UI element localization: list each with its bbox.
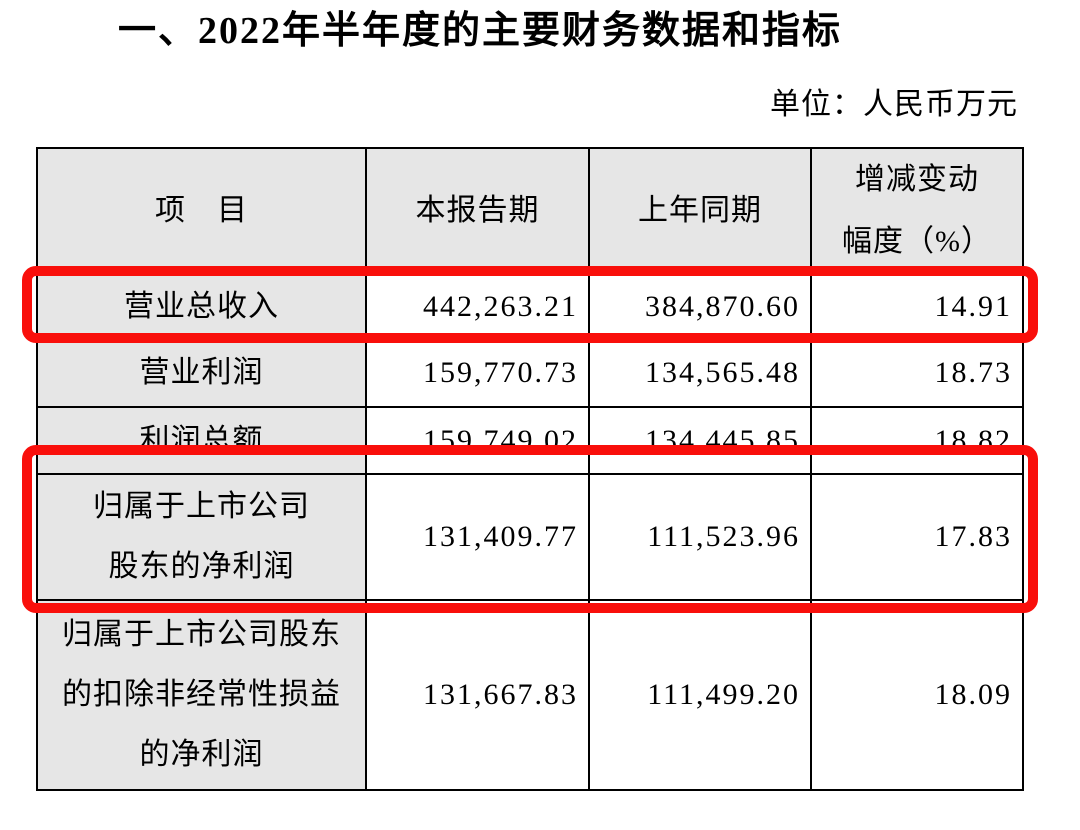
table-row-net-profit-attributable: 归属于上市公司 股东的净利润 131,409.77 111,523.96 17.…	[36, 473, 1024, 601]
item-cell: 营业总收入	[36, 273, 367, 340]
current-period-value: 131,667.83	[365, 599, 590, 791]
current-period-value: 442,263.21	[365, 273, 590, 340]
change-rate-value: 18.82	[810, 406, 1024, 475]
header-current-period: 本报告期	[365, 147, 590, 275]
table-header-row: 项 目 本报告期 上年同期 增减变动 幅度（%）	[36, 147, 1024, 275]
table-row-total-profit: 利润总额 159,749.02 134,445.85 18.82	[36, 406, 1024, 475]
item-cell: 归属于上市公司股东 的扣除非经常性损益 的净利润	[36, 599, 367, 791]
prior-period-value: 134,445.85	[588, 406, 812, 475]
financial-table: 项 目 本报告期 上年同期 增减变动 幅度（%） 营业总收入 442,263.2…	[36, 147, 1024, 791]
header-item: 项 目	[36, 147, 367, 275]
page-title: 一、2022年半年度的主要财务数据和指标	[118, 10, 843, 52]
current-period-value: 159,770.73	[365, 338, 590, 408]
table-row-net-profit-excluding-nonrecurring: 归属于上市公司股东 的扣除非经常性损益 的净利润 131,667.83 111,…	[36, 599, 1024, 791]
header-change-rate: 增减变动 幅度（%）	[810, 147, 1024, 275]
change-rate-value: 18.73	[810, 338, 1024, 408]
prior-period-value: 111,499.20	[588, 599, 812, 791]
prior-period-value: 134,565.48	[588, 338, 812, 408]
change-rate-value: 14.91	[810, 273, 1024, 340]
header-prior-period: 上年同期	[588, 147, 812, 275]
item-cell: 营业利润	[36, 338, 367, 408]
current-period-value: 159,749.02	[365, 406, 590, 475]
prior-period-value: 111,523.96	[588, 473, 812, 601]
current-period-value: 131,409.77	[365, 473, 590, 601]
change-rate-value: 18.09	[810, 599, 1024, 791]
table-row-operating-profit: 营业利润 159,770.73 134,565.48 18.73	[36, 338, 1024, 408]
item-cell: 利润总额	[36, 406, 367, 475]
prior-period-value: 384,870.60	[588, 273, 812, 340]
table-row-total-revenue: 营业总收入 442,263.21 384,870.60 14.91	[36, 273, 1024, 340]
item-cell: 归属于上市公司 股东的净利润	[36, 473, 367, 601]
unit-label: 单位：人民币万元	[770, 88, 1018, 121]
change-rate-value: 17.83	[810, 473, 1024, 601]
